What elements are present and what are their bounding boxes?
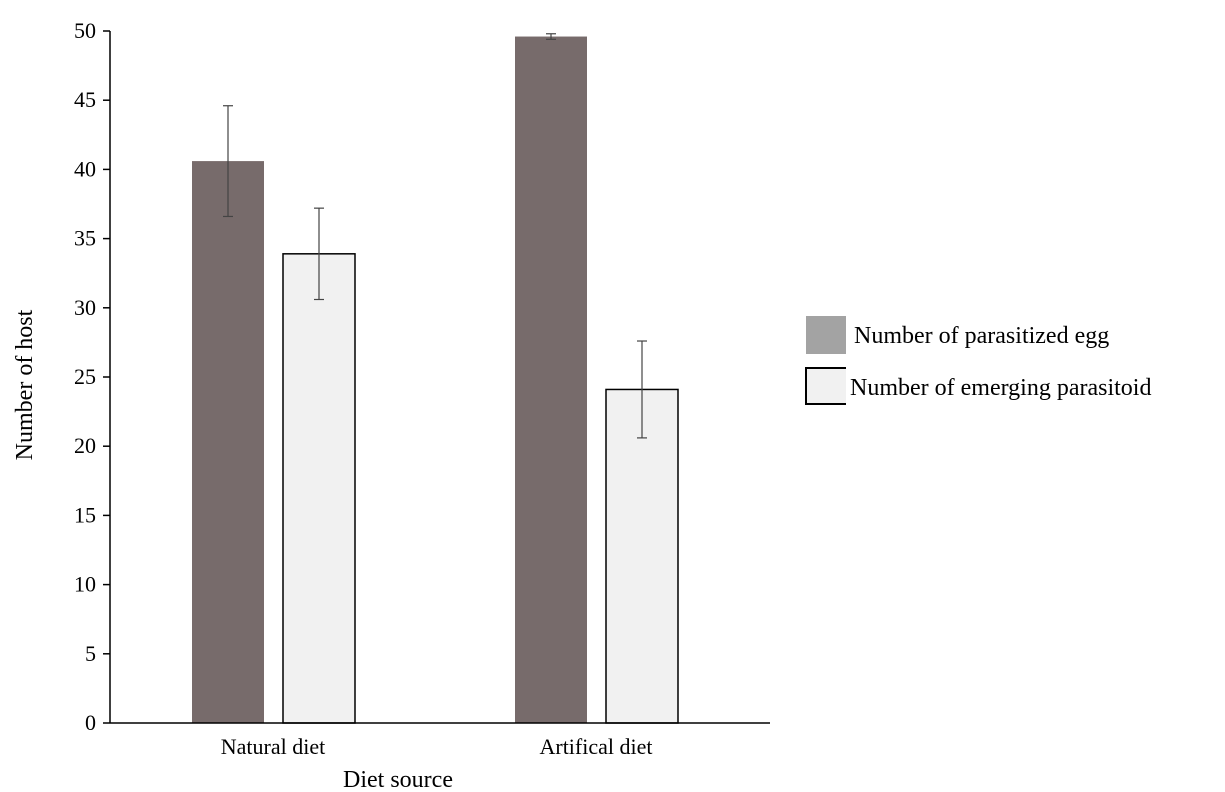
y-tick-label: 15 xyxy=(74,502,96,527)
y-axis-title: Number of host xyxy=(12,309,38,460)
legend-swatch-border xyxy=(805,367,846,405)
bar-parasitized-egg xyxy=(192,161,264,723)
legend-swatch-emerging-parasitoid xyxy=(806,368,846,404)
y-tick-label: 50 xyxy=(74,18,96,43)
y-tick-label: 30 xyxy=(74,295,96,320)
y-tick-label: 5 xyxy=(85,641,96,666)
y-tick-label: 0 xyxy=(85,710,96,735)
x-category-label: Artifical diet xyxy=(539,734,652,759)
x-axis-title: Diet source xyxy=(343,767,453,792)
bar-emerging-parasitoid xyxy=(282,253,356,724)
bars xyxy=(192,33,679,724)
y-tick-label: 45 xyxy=(74,87,96,112)
y-tick-label: 35 xyxy=(74,226,96,251)
x-category-label: Natural diet xyxy=(221,734,325,759)
y-tick-label: 40 xyxy=(74,156,96,181)
x-axis: Natural diet Artifical diet xyxy=(110,722,770,759)
legend: Number of parasitized egg Number of emerg… xyxy=(805,316,1151,405)
legend-swatch-parasitized-egg xyxy=(806,316,846,354)
bar-parasitized-egg xyxy=(515,36,587,723)
bar-emerging-parasitoid xyxy=(605,388,679,724)
legend-label: Number of emerging parasitoid xyxy=(850,375,1151,401)
y-tick-label: 20 xyxy=(74,433,96,458)
y-tick-label: 25 xyxy=(74,364,96,389)
y-tick-label: 10 xyxy=(74,572,96,597)
legend-label: Number of parasitized egg xyxy=(854,323,1109,349)
y-axis: 0 5 10 15 20 25 30 35 40 45 50 xyxy=(74,18,111,735)
